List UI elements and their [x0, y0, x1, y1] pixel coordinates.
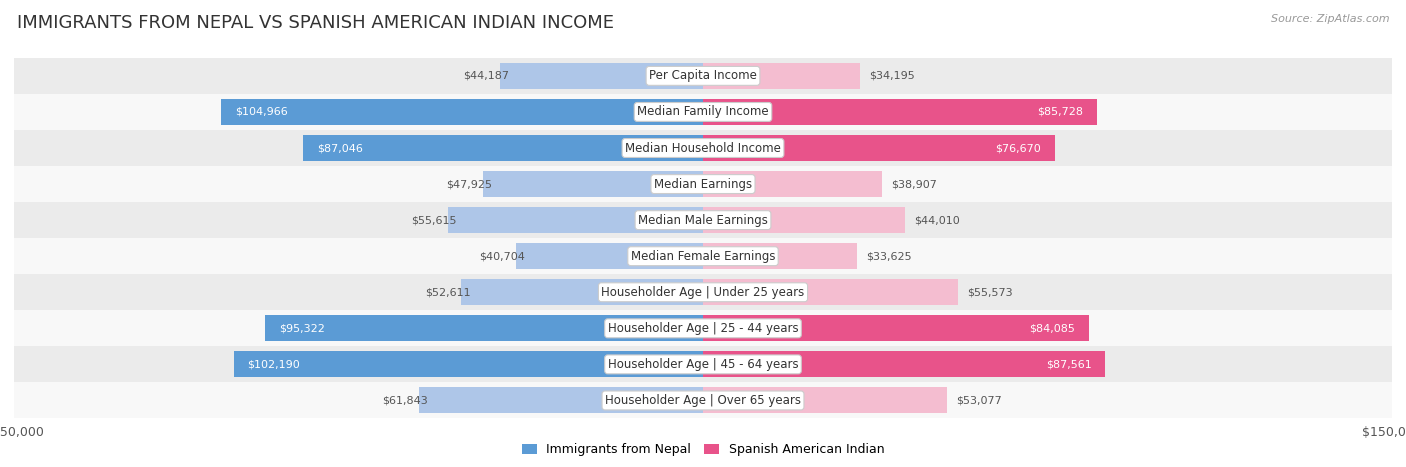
Bar: [14, 130, 1392, 166]
Bar: [419, 388, 703, 413]
Bar: [447, 207, 703, 233]
Text: $104,966: $104,966: [235, 107, 287, 117]
Bar: [703, 171, 882, 197]
Text: Householder Age | Under 25 years: Householder Age | Under 25 years: [602, 286, 804, 299]
Text: Median Household Income: Median Household Income: [626, 142, 780, 155]
Text: $55,615: $55,615: [411, 215, 457, 225]
Text: $76,670: $76,670: [995, 143, 1042, 153]
Text: $87,046: $87,046: [316, 143, 363, 153]
Text: $40,704: $40,704: [479, 251, 526, 261]
Bar: [14, 382, 1392, 418]
Text: $52,611: $52,611: [425, 287, 471, 297]
Bar: [516, 243, 703, 269]
Bar: [703, 315, 1090, 341]
Text: $87,561: $87,561: [1046, 360, 1091, 369]
Bar: [501, 63, 703, 89]
Bar: [703, 99, 1097, 125]
Text: $53,077: $53,077: [956, 396, 1001, 405]
Bar: [14, 238, 1392, 274]
Text: $47,925: $47,925: [446, 179, 492, 189]
Text: $84,085: $84,085: [1029, 323, 1076, 333]
Text: Householder Age | 45 - 64 years: Householder Age | 45 - 64 years: [607, 358, 799, 371]
Bar: [221, 99, 703, 125]
Text: $85,728: $85,728: [1038, 107, 1083, 117]
Bar: [14, 347, 1392, 382]
Bar: [14, 274, 1392, 310]
Bar: [266, 315, 703, 341]
Bar: [14, 310, 1392, 347]
Text: Median Female Earnings: Median Female Earnings: [631, 250, 775, 263]
Bar: [703, 351, 1105, 377]
Text: Source: ZipAtlas.com: Source: ZipAtlas.com: [1271, 14, 1389, 24]
Text: $44,010: $44,010: [914, 215, 960, 225]
Bar: [703, 388, 946, 413]
Bar: [233, 351, 703, 377]
Text: Householder Age | Over 65 years: Householder Age | Over 65 years: [605, 394, 801, 407]
Text: Median Male Earnings: Median Male Earnings: [638, 213, 768, 226]
Text: $55,573: $55,573: [967, 287, 1014, 297]
Bar: [703, 243, 858, 269]
Text: $34,195: $34,195: [869, 71, 915, 81]
Bar: [304, 135, 703, 161]
Text: $95,322: $95,322: [278, 323, 325, 333]
Bar: [14, 202, 1392, 238]
Text: $61,843: $61,843: [382, 396, 429, 405]
Text: Median Family Income: Median Family Income: [637, 106, 769, 119]
Bar: [703, 279, 959, 305]
Bar: [482, 171, 703, 197]
Legend: Immigrants from Nepal, Spanish American Indian: Immigrants from Nepal, Spanish American …: [516, 439, 890, 461]
Bar: [703, 135, 1054, 161]
Text: Median Earnings: Median Earnings: [654, 177, 752, 191]
Text: IMMIGRANTS FROM NEPAL VS SPANISH AMERICAN INDIAN INCOME: IMMIGRANTS FROM NEPAL VS SPANISH AMERICA…: [17, 14, 614, 32]
Bar: [14, 58, 1392, 94]
Text: $38,907: $38,907: [891, 179, 936, 189]
Text: Per Capita Income: Per Capita Income: [650, 70, 756, 82]
Bar: [14, 166, 1392, 202]
Bar: [703, 63, 860, 89]
Bar: [703, 207, 905, 233]
Bar: [461, 279, 703, 305]
Text: $102,190: $102,190: [247, 360, 299, 369]
Bar: [14, 94, 1392, 130]
Text: $44,187: $44,187: [463, 71, 509, 81]
Text: $33,625: $33,625: [866, 251, 912, 261]
Text: Householder Age | 25 - 44 years: Householder Age | 25 - 44 years: [607, 322, 799, 335]
